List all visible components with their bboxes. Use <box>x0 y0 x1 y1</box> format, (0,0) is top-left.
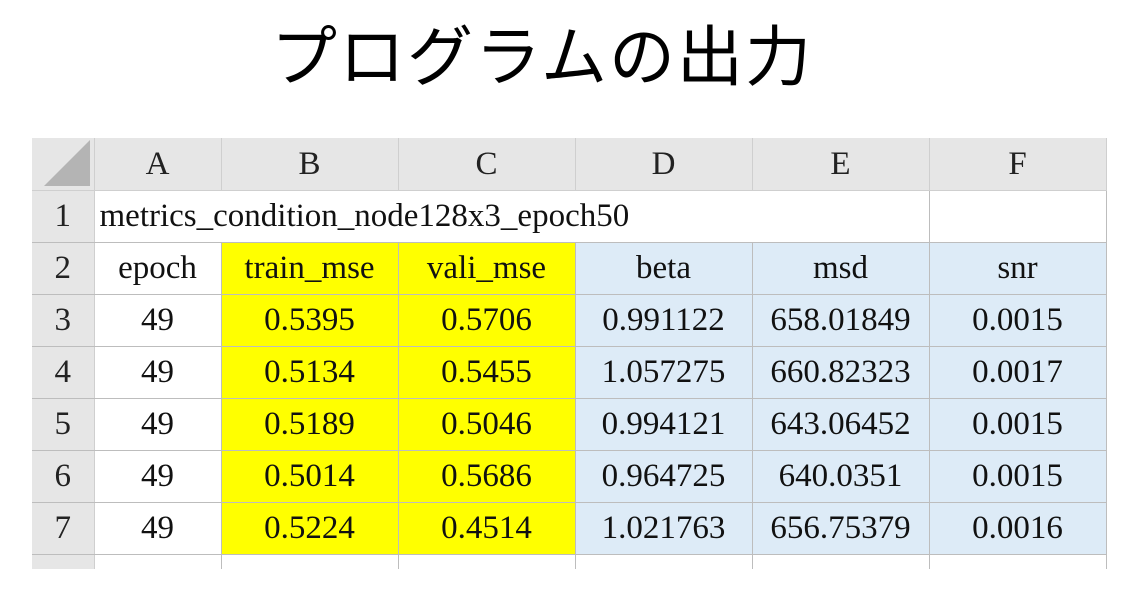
cell-partial[interactable] <box>929 554 1107 569</box>
cell-train-mse[interactable]: 0.5014 <box>221 450 399 503</box>
cell-vali-mse[interactable]: 0.5046 <box>398 398 576 451</box>
header-cell-epoch[interactable]: epoch <box>94 242 222 295</box>
cell-beta[interactable]: 0.991122 <box>575 294 753 347</box>
cell-epoch[interactable]: 49 <box>94 294 222 347</box>
header-cell-train-mse[interactable]: train_mse <box>221 242 399 295</box>
column-header-e[interactable]: E <box>752 138 930 191</box>
sheet-row-7: 7 49 0.5224 0.4514 1.021763 656.75379 0.… <box>32 502 1107 555</box>
column-header-f[interactable]: F <box>929 138 1107 191</box>
cell-epoch[interactable]: 49 <box>94 450 222 503</box>
row-header-3[interactable]: 3 <box>32 294 95 347</box>
cell-train-mse[interactable]: 0.5395 <box>221 294 399 347</box>
cell-beta[interactable]: 1.057275 <box>575 346 753 399</box>
column-header-d[interactable]: D <box>575 138 753 191</box>
row-header-1[interactable]: 1 <box>32 190 95 243</box>
sheet-row-5: 5 49 0.5189 0.5046 0.994121 643.06452 0.… <box>32 398 1107 451</box>
cell-train-mse[interactable]: 0.5224 <box>221 502 399 555</box>
cell-snr[interactable]: 0.0017 <box>929 346 1107 399</box>
select-all-corner[interactable] <box>32 138 95 191</box>
column-header-row: A B C D E F <box>32 138 1107 191</box>
cell-msd[interactable]: 656.75379 <box>752 502 930 555</box>
cell-snr[interactable]: 0.0015 <box>929 450 1107 503</box>
column-header-a[interactable]: A <box>94 138 222 191</box>
row-header-partial[interactable] <box>32 554 95 569</box>
sheet-row-4: 4 49 0.5134 0.5455 1.057275 660.82323 0.… <box>32 346 1107 399</box>
cell-beta[interactable]: 1.021763 <box>575 502 753 555</box>
sheet-title-cell[interactable]: metrics_condition_node128x3_epoch50 <box>94 190 752 243</box>
row-header-5[interactable]: 5 <box>32 398 95 451</box>
cell-vali-mse[interactable]: 0.5455 <box>398 346 576 399</box>
sheet-row-6: 6 49 0.5014 0.5686 0.964725 640.0351 0.0… <box>32 450 1107 503</box>
cell-partial[interactable] <box>221 554 399 569</box>
cell-epoch[interactable]: 49 <box>94 398 222 451</box>
cell-train-mse[interactable]: 0.5189 <box>221 398 399 451</box>
cell-epoch[interactable]: 49 <box>94 346 222 399</box>
row-header-4[interactable]: 4 <box>32 346 95 399</box>
row-header-2[interactable]: 2 <box>32 242 95 295</box>
row-header-6[interactable]: 6 <box>32 450 95 503</box>
cell-snr[interactable]: 0.0015 <box>929 294 1107 347</box>
cell-partial[interactable] <box>94 554 222 569</box>
cell-e1[interactable] <box>752 190 930 243</box>
cell-partial[interactable] <box>398 554 576 569</box>
column-header-b[interactable]: B <box>221 138 399 191</box>
cell-partial[interactable] <box>575 554 753 569</box>
cell-vali-mse[interactable]: 0.4514 <box>398 502 576 555</box>
cell-partial[interactable] <box>752 554 930 569</box>
cell-beta[interactable]: 0.964725 <box>575 450 753 503</box>
header-cell-snr[interactable]: snr <box>929 242 1107 295</box>
cell-snr[interactable]: 0.0016 <box>929 502 1107 555</box>
slide-title: プログラムの出力 <box>270 19 814 96</box>
header-cell-vali-mse[interactable]: vali_mse <box>398 242 576 295</box>
cell-f1[interactable] <box>929 190 1107 243</box>
header-cell-msd[interactable]: msd <box>752 242 930 295</box>
header-cell-beta[interactable]: beta <box>575 242 753 295</box>
cell-vali-mse[interactable]: 0.5706 <box>398 294 576 347</box>
cell-beta[interactable]: 0.994121 <box>575 398 753 451</box>
cell-snr[interactable]: 0.0015 <box>929 398 1107 451</box>
sheet-row-partial <box>32 554 1107 569</box>
cell-vali-mse[interactable]: 0.5686 <box>398 450 576 503</box>
cell-train-mse[interactable]: 0.5134 <box>221 346 399 399</box>
row-header-7[interactable]: 7 <box>32 502 95 555</box>
cell-msd[interactable]: 643.06452 <box>752 398 930 451</box>
sheet-row-3: 3 49 0.5395 0.5706 0.991122 658.01849 0.… <box>32 294 1107 347</box>
spreadsheet-grid: A B C D E F 1 metrics_condition_node128x… <box>32 138 1107 569</box>
cell-epoch[interactable]: 49 <box>94 502 222 555</box>
cell-msd[interactable]: 658.01849 <box>752 294 930 347</box>
sheet-row-1: 1 metrics_condition_node128x3_epoch50 <box>32 190 1107 243</box>
cell-msd[interactable]: 660.82323 <box>752 346 930 399</box>
cell-msd[interactable]: 640.0351 <box>752 450 930 503</box>
column-header-c[interactable]: C <box>398 138 576 191</box>
select-all-triangle-icon <box>43 140 90 186</box>
sheet-row-2: 2 epoch train_mse vali_mse beta msd snr <box>32 242 1107 295</box>
